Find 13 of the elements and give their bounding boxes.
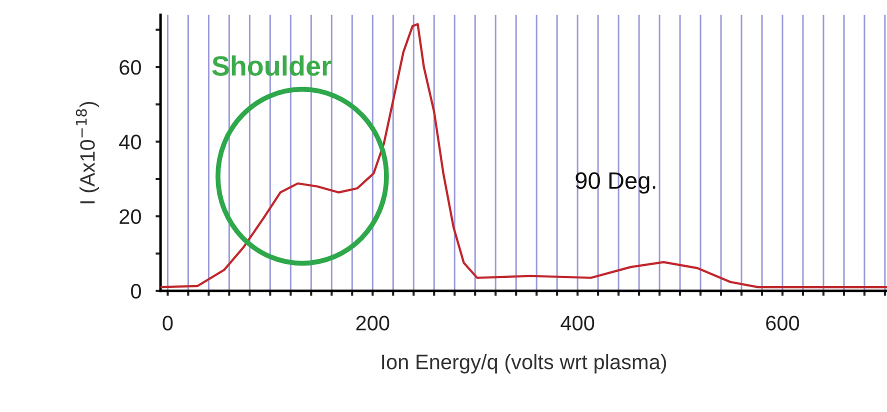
x-tick-label: 400: [560, 316, 594, 330]
x-tick-label: 200: [356, 316, 390, 330]
y-tick-label: 0: [131, 284, 141, 299]
y-axis-title: I (Ax10$^{−18}$): [76, 102, 99, 204]
annotation: Shoulder: [212, 55, 332, 76]
y-tick-label: 40: [119, 134, 141, 150]
x-axis-title: Ion Energy/q (volts wrt plasma): [382, 354, 666, 374]
line-series: [160, 23, 887, 288]
annotation: 90 Deg.: [576, 172, 656, 194]
y-tick-label: 20: [120, 209, 141, 224]
x-tick-label: 600: [766, 316, 800, 330]
y-tick-label: 60: [120, 60, 141, 75]
x-tick-label: 0: [162, 316, 173, 330]
